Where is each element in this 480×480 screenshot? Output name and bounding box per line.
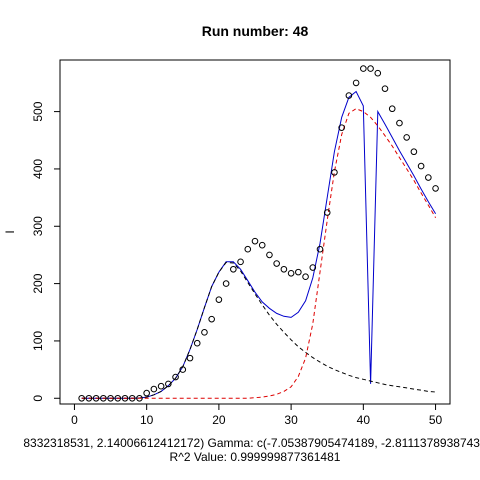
data-point — [136, 394, 143, 402]
x-tick-label: 50 — [429, 413, 443, 427]
data-point — [193, 339, 201, 347]
data-point — [85, 394, 93, 402]
y-tick-label: 100 — [31, 331, 45, 351]
data-point — [331, 169, 338, 176]
data-point — [201, 329, 208, 336]
data-point — [258, 241, 266, 249]
data-point — [396, 119, 403, 127]
data-point — [374, 69, 382, 77]
data-point — [208, 315, 215, 323]
data-point — [143, 389, 150, 397]
fit-line — [81, 90, 437, 399]
data-point — [338, 124, 345, 131]
data-point — [121, 394, 129, 402]
data-point — [78, 394, 85, 402]
component-line-1 — [81, 261, 436, 399]
x-axis-label-line2: R^2 Value: 0.999999877361481 — [170, 450, 341, 464]
data-point — [287, 269, 295, 277]
data-point — [165, 380, 172, 388]
data-point — [186, 354, 194, 362]
data-point — [302, 273, 309, 281]
y-tick-label: 300 — [31, 216, 45, 236]
chart-title: Run number: 48 — [202, 23, 309, 39]
x-tick-label: 20 — [212, 413, 226, 427]
data-point — [352, 79, 360, 87]
data-point — [295, 268, 302, 276]
data-point — [410, 148, 418, 156]
plot-frame — [59, 59, 451, 405]
x-tick-label: 0 — [71, 413, 78, 427]
data-point — [273, 260, 280, 267]
data-point — [107, 394, 114, 402]
data-point — [367, 65, 374, 72]
data-point — [266, 251, 273, 259]
data-point — [230, 265, 237, 273]
data-point — [179, 366, 187, 373]
data-point — [215, 296, 223, 303]
data-point — [316, 245, 324, 253]
data-point — [432, 185, 439, 192]
data-point — [323, 209, 331, 216]
data-point — [172, 373, 179, 381]
x-tick-label: 40 — [357, 413, 371, 427]
data-point — [222, 280, 230, 287]
x-axis: 0 10 20 30 40 50 — [71, 404, 443, 427]
data-point — [280, 265, 288, 273]
component-line-2 — [81, 108, 437, 399]
data-point — [388, 105, 396, 113]
data-point — [425, 174, 432, 181]
data-point — [237, 258, 244, 266]
data-point — [100, 394, 107, 402]
y-axis: 0 100 200 300 400 500 — [31, 101, 60, 402]
data-point — [157, 382, 165, 390]
data-point — [360, 65, 367, 72]
data-point — [345, 92, 353, 99]
data-point — [128, 394, 136, 402]
data-point — [244, 245, 252, 253]
series-points — [78, 65, 439, 402]
data-point — [251, 237, 259, 245]
data-point — [417, 162, 425, 170]
y-axis-label: I — [3, 230, 17, 233]
y-tick-label: 400 — [31, 159, 45, 179]
data-point — [150, 385, 158, 393]
data-point — [309, 264, 317, 271]
x-axis-label-line1: 8332318531, 2.14006612412172) Gamma: c(-… — [23, 436, 480, 450]
data-point — [92, 394, 100, 402]
y-tick-label: 500 — [31, 101, 45, 121]
y-tick-label: 0 — [31, 395, 45, 402]
series-lines — [81, 90, 437, 399]
x-tick-label: 30 — [284, 413, 298, 427]
y-tick-label: 200 — [31, 273, 45, 293]
data-point — [403, 134, 410, 141]
x-tick-label: 10 — [140, 413, 154, 427]
data-point — [381, 85, 389, 92]
data-point — [114, 394, 122, 402]
